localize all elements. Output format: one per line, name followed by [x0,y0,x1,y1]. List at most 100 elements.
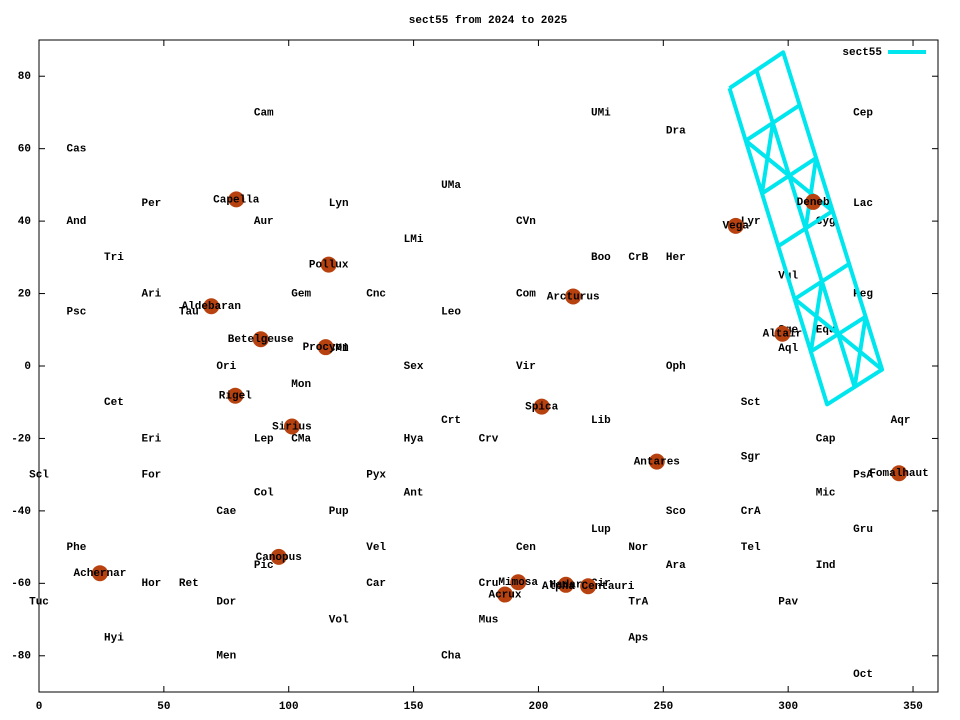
star-marker [891,465,908,482]
star-label: Capella [213,194,260,206]
star-label: Procyon [303,342,349,354]
star-marker [557,576,574,593]
constellation-label: Lup [591,524,611,536]
star-marker [283,418,300,435]
constellation-label: CMa [291,433,311,445]
constellation-label: Boo [591,252,611,264]
constellation-label: Dor [216,596,236,608]
star-label: Alpha Centauri [542,581,635,593]
star-marker [727,217,744,234]
constellation-label: Mic [816,488,836,500]
constellation-label: UMa [441,180,461,192]
y-tick-label: -80 [11,651,31,663]
constellation-label: Lib [591,415,611,427]
constellation-label: Ara [666,560,686,572]
x-tick-label: 350 [903,701,923,713]
y-tick-label: -20 [11,433,31,445]
constellation-label: Ret [179,578,199,590]
constellation-label: Vol [329,614,349,626]
constellation-label: Oct [853,669,873,681]
star-label: Pollux [309,259,349,271]
y-tick-label: 40 [18,216,31,228]
star-marker [203,298,220,315]
constellation-label: Gem [291,288,311,300]
star-marker [496,586,513,603]
constellation-label: Cet [104,397,124,409]
constellation-label: Tau [179,307,199,319]
star-marker [510,574,527,591]
constellation-label: Gru [853,524,873,536]
x-tick-label: 150 [404,701,424,713]
star-label: Sirius [272,421,312,433]
constellation-label: Vir [516,361,536,373]
star-marker [648,453,665,470]
constellation-label: Tel [741,542,761,554]
constellation-label: Hor [141,578,161,590]
constellation-label: Lyn [329,198,349,210]
constellation-label: Phe [67,542,87,554]
constellation-label: Sex [404,361,424,373]
constellation-label: Sco [666,506,686,518]
constellation-label: Dra [666,125,686,137]
constellation-label: Lac [853,198,873,210]
star-marker [227,387,244,404]
legend-label: sect55 [842,47,882,59]
constellation-label: PsA [853,470,873,482]
constellation-label: For [141,470,161,482]
constellation-label: Ind [816,560,836,572]
constellation-label: Crv [479,433,499,445]
y-tick-label: -60 [11,578,31,590]
star-label: Deneb [797,197,830,209]
star-marker [317,339,334,356]
star-marker [320,256,337,273]
constellation-label: Psc [67,307,87,319]
constellation-label: Oph [666,361,686,373]
constellation-label: Ari [141,288,161,300]
constellation-label: CrA [741,506,761,518]
constellation-label: Her [666,252,686,264]
x-tick-label: 250 [653,701,673,713]
star-marker [228,191,245,208]
constellation-label: Eri [141,433,161,445]
constellation-label: Hya [404,433,424,445]
star-marker [580,578,597,595]
constellation-label: Cam [254,107,274,119]
constellation-label: CVn [516,216,536,228]
star-label: Betelgeuse [228,334,294,346]
constellation-label: Mon [291,379,311,391]
star-marker [805,193,822,210]
constellation-label: Crt [441,415,461,427]
star-marker [91,565,108,582]
constellation-label: Cha [441,651,461,663]
constellation-label: Leo [441,307,461,319]
constellation-label: Pav [778,596,798,608]
star-label: Arcturus [547,291,600,303]
constellation-label: Tri [104,252,124,264]
constellation-label: Mus [479,614,499,626]
star-label: Altair [763,329,803,341]
star-marker [270,548,287,565]
constellation-label: Aql [778,343,798,355]
constellation-label: Cep [853,107,873,119]
y-tick-label: 80 [18,71,31,83]
star-marker [565,288,582,305]
x-tick-label: 50 [157,701,170,713]
constellation-label: Cru [479,578,499,590]
star-label: Mimosa [498,577,538,589]
y-tick-label: 0 [24,361,31,373]
constellation-label: Scl [29,470,49,482]
star-label: Aldebaran [182,301,241,313]
constellation-label: Sct [741,397,761,409]
constellation-label: Ori [216,361,236,373]
star-label: Rigel [219,391,252,403]
x-tick-label: 0 [36,701,43,713]
chart-title: sect55 from 2024 to 2025 [409,15,568,27]
constellation-label: Pic [254,560,274,572]
y-tick-label: 20 [18,288,31,300]
constellation-label: LMi [404,234,424,246]
constellation-label: Aqr [891,415,911,427]
star-label: Fomalhaut [869,468,928,480]
constellation-label: UMi [591,107,611,119]
